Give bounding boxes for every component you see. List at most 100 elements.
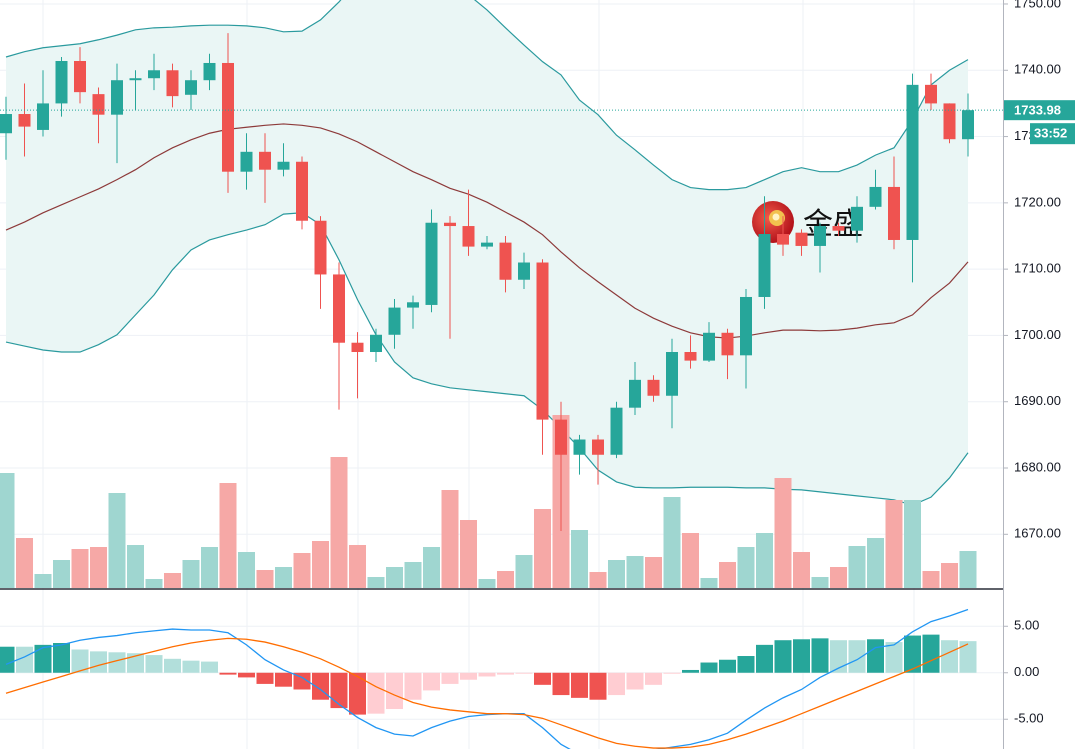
histogram-bar [497, 672, 514, 675]
volume-bar [922, 571, 940, 588]
histogram-bar [515, 672, 533, 674]
volume-bar [867, 538, 884, 588]
histogram-bar [867, 639, 884, 673]
candle-body [721, 332, 734, 356]
volume-bar [16, 538, 33, 588]
countdown-label: 33:52 [1034, 126, 1067, 141]
histogram-bar [34, 644, 52, 673]
macd-line [5, 608, 969, 749]
histogram-bar [90, 651, 107, 673]
histogram-bar [201, 661, 218, 673]
histogram-bar [663, 672, 681, 674]
volume-bar [830, 567, 847, 588]
histogram-bar [941, 640, 958, 673]
y-tick-label: 1670.00 [1014, 526, 1061, 541]
candle-body [869, 186, 882, 207]
candle-body [703, 332, 715, 361]
histogram-bar [16, 646, 33, 673]
last-price-box [1004, 100, 1075, 121]
candle-body [185, 80, 197, 95]
candle-body [148, 70, 160, 79]
volume-bar [793, 552, 810, 588]
candle-body [92, 94, 105, 115]
volume-bar [515, 555, 533, 588]
volume-bar [645, 557, 662, 588]
candle-body [518, 262, 530, 280]
histogram-bar [608, 672, 625, 696]
candle-body [55, 60, 68, 104]
volume-bar [959, 551, 977, 588]
volume-bar [941, 563, 958, 588]
candle-body [18, 114, 31, 127]
histogram-bar [219, 672, 237, 675]
volume-bar [127, 545, 144, 588]
volume-bar [811, 577, 829, 588]
band-middle [5, 123, 969, 339]
histogram-bar [534, 672, 551, 685]
histogram-bar [293, 672, 311, 690]
candle-body [592, 439, 604, 455]
volume-bar [756, 533, 773, 588]
candle-body [647, 379, 660, 396]
last-price-label: 1733.98 [1014, 103, 1061, 118]
candle-body [37, 103, 49, 130]
volume-bar [90, 547, 107, 588]
histogram-bar [275, 672, 292, 687]
volume-bar [349, 545, 366, 588]
candle-body [277, 161, 290, 170]
y-tick-label: 1720.00 [1014, 194, 1061, 209]
candle-body [943, 103, 956, 140]
candle-body [851, 206, 863, 231]
candle-body [814, 226, 826, 246]
y-tick-label: -5.00 [1014, 711, 1044, 726]
histogram-bar [830, 640, 847, 673]
volume-bar [0, 473, 15, 588]
histogram-bar [756, 644, 773, 673]
volume-bar [700, 578, 718, 588]
histogram-bar [127, 653, 144, 673]
candle-body [777, 234, 789, 245]
candle-body [666, 352, 678, 396]
histogram-bar [441, 672, 459, 684]
volume-bar [71, 549, 89, 588]
candle-body [74, 60, 86, 93]
histogram-bar [700, 662, 718, 673]
candle-body [370, 334, 382, 353]
histogram-bar [256, 672, 274, 684]
candle-body [888, 186, 900, 240]
histogram-bar [386, 672, 403, 710]
volume-bar [460, 520, 477, 588]
histogram-bar [848, 640, 866, 673]
histogram-bar [460, 672, 477, 680]
volume-bar [219, 483, 237, 588]
signal-line [5, 637, 969, 749]
histogram-bar [959, 641, 977, 673]
volume-bar [534, 509, 551, 588]
histogram-bar [737, 656, 755, 673]
y-tick-label: 1750.00 [1014, 0, 1061, 10]
candle-body [444, 222, 456, 227]
candle-body [758, 234, 771, 297]
histogram-bar [589, 672, 607, 700]
histogram-bar [238, 672, 255, 678]
histogram-bar [626, 672, 644, 690]
candle-body [684, 352, 697, 361]
histogram-bar [552, 672, 570, 696]
histogram-bar [349, 672, 366, 715]
volume-bar [441, 490, 459, 588]
candle-body [129, 78, 142, 81]
volume-bar [848, 546, 866, 588]
candle-body [906, 84, 919, 240]
volume-bar [663, 497, 681, 588]
volume-bar [182, 560, 200, 588]
volume-bar [386, 567, 403, 588]
candle-body [832, 226, 845, 231]
histogram-bar [478, 672, 496, 677]
histogram-bar [108, 652, 126, 673]
volume-bar [275, 567, 292, 588]
logo-icon-dot [772, 213, 780, 221]
candle-body [351, 342, 364, 353]
histogram-bar [793, 639, 810, 673]
volume-bar [904, 500, 921, 588]
volume-bar [238, 552, 255, 588]
